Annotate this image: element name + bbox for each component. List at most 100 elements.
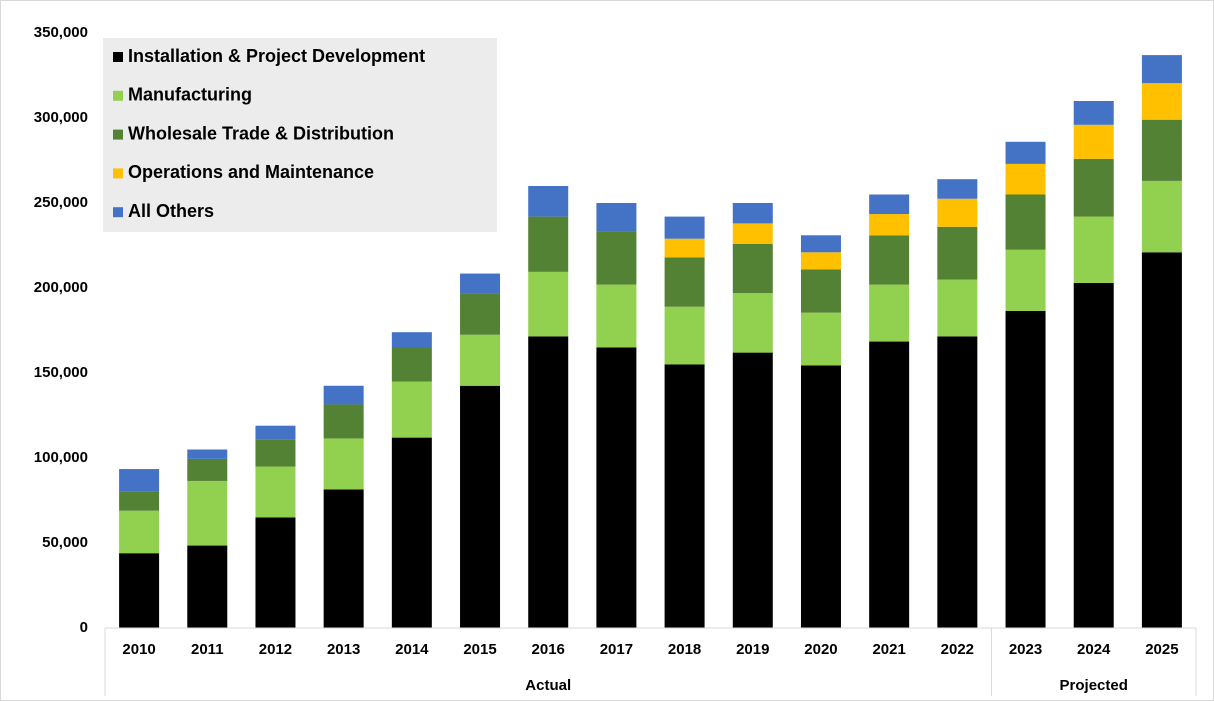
bar-segment	[664, 216, 705, 239]
bar-segment	[1073, 158, 1114, 217]
bar-segment	[119, 510, 160, 554]
x-tick-label: 2022	[941, 641, 974, 658]
bar-segment	[391, 381, 432, 438]
bar-segment	[937, 336, 978, 628]
bar-segment	[1005, 141, 1046, 164]
y-tick-label: 50,000	[42, 534, 88, 551]
bar-segment	[323, 385, 364, 405]
x-tick-label: 2024	[1077, 641, 1111, 658]
bar-segment	[1005, 194, 1046, 250]
bar-segment	[460, 293, 501, 335]
bar-segment	[528, 186, 569, 217]
bar-segment	[119, 491, 160, 511]
bar-segment	[937, 198, 978, 227]
legend-box	[103, 38, 497, 232]
legend-swatch	[113, 207, 123, 218]
bar-segment	[732, 203, 773, 224]
group-label: Projected	[1060, 677, 1128, 694]
x-tick-label: 2012	[259, 641, 292, 658]
bar-segment	[664, 238, 705, 258]
bar-segment	[800, 312, 841, 366]
legend-swatch	[113, 90, 123, 101]
bar-segment	[732, 243, 773, 294]
bar-segment	[664, 257, 705, 307]
bar-segment	[460, 334, 501, 386]
bar-segment	[255, 517, 296, 628]
y-tick-label: 0	[80, 619, 88, 636]
x-tick-label: 2020	[804, 641, 837, 658]
bar-segment	[1005, 163, 1046, 195]
bar-segment	[800, 269, 841, 313]
bar-segment	[596, 284, 637, 348]
x-tick-label: 2016	[532, 641, 565, 658]
bar-segment	[1005, 249, 1046, 311]
bar-segment	[391, 332, 432, 348]
x-tick-label: 2019	[736, 641, 769, 658]
group-label: Actual	[525, 677, 571, 694]
bar-segment	[460, 385, 501, 628]
x-tick-label: 2013	[327, 641, 360, 658]
y-tick-label: 200,000	[34, 279, 88, 296]
bar-segment	[528, 216, 569, 272]
y-tick-label: 150,000	[34, 364, 88, 381]
legend-label: Wholesale Trade & Distribution	[128, 123, 394, 143]
bar-segment	[869, 214, 910, 236]
bar-segment	[869, 341, 910, 628]
bar-segment	[119, 469, 160, 492]
bar-segment	[119, 553, 160, 628]
bar-segment	[800, 235, 841, 253]
bar-segment	[937, 279, 978, 337]
bar-segment	[323, 404, 364, 439]
bar-segment	[1141, 180, 1182, 253]
bar-segment	[528, 271, 569, 337]
bar-segment	[596, 347, 637, 628]
bar-segment	[732, 293, 773, 353]
bar-segment	[937, 179, 978, 199]
x-tick-label: 2010	[122, 641, 155, 658]
bar-segment	[1073, 282, 1114, 628]
bar-segment	[937, 226, 978, 280]
x-tick-label: 2018	[668, 641, 701, 658]
y-tick-label: 350,000	[34, 24, 88, 41]
y-tick-label: 250,000	[34, 194, 88, 211]
bar-segment	[255, 439, 296, 467]
bar-segment	[1073, 216, 1114, 283]
bar-segment	[528, 336, 569, 628]
bar-segment	[1141, 119, 1182, 181]
bar-segment	[323, 438, 364, 490]
bar-segment	[732, 223, 773, 244]
bar-segment	[800, 252, 841, 270]
bar-segment	[187, 545, 228, 628]
x-tick-label: 2017	[600, 641, 633, 658]
bar-segment	[596, 231, 637, 285]
bar-segment	[1005, 310, 1046, 628]
bar-segment	[596, 203, 637, 232]
bar-segment	[255, 425, 296, 440]
bar-segment	[869, 284, 910, 342]
bar-segment	[1141, 252, 1182, 629]
bar-segment	[1141, 55, 1182, 84]
legend-label: All Others	[128, 201, 214, 221]
bar-segment	[323, 489, 364, 628]
x-tick-label: 2014	[395, 641, 429, 658]
bar-segment	[1141, 83, 1182, 120]
bar-segment	[869, 194, 910, 215]
legend-swatch	[113, 168, 123, 179]
legend-swatch	[113, 129, 123, 140]
bar-segment	[664, 364, 705, 628]
bar-segment	[187, 480, 228, 546]
y-tick-label: 100,000	[34, 449, 88, 466]
bar-segment	[391, 437, 432, 628]
bar-segment	[1073, 124, 1114, 159]
legend-label: Manufacturing	[128, 85, 252, 105]
bar-segment	[460, 273, 501, 294]
bar-segment	[869, 235, 910, 285]
bar-segment	[800, 365, 841, 628]
x-tick-label: 2021	[872, 641, 905, 658]
legend-label: Installation & Project Development	[128, 46, 425, 66]
bar-segment	[187, 449, 228, 459]
bar-segment	[732, 352, 773, 628]
y-tick-label: 300,000	[34, 109, 88, 126]
bar-segment	[255, 466, 296, 518]
legend-swatch	[113, 52, 123, 62]
